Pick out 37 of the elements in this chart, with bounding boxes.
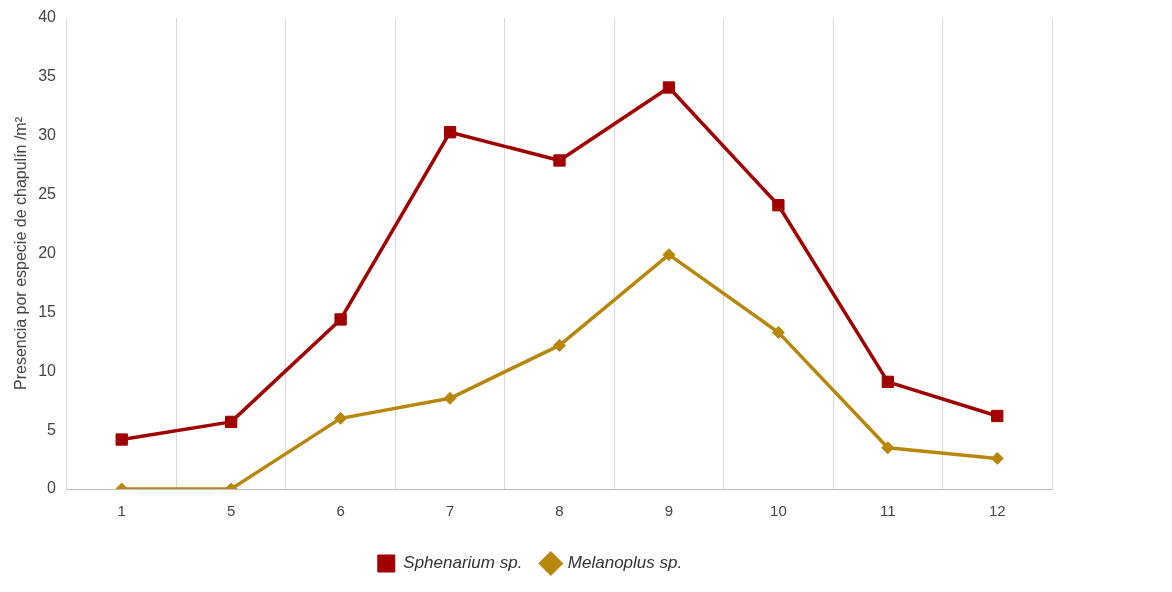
y-tick-label: 25 xyxy=(38,185,57,203)
y-axis-title: Presencia por especie de chapulín /m² xyxy=(12,116,30,391)
y-tick-label: 10 xyxy=(38,361,57,379)
y-tick-label: 20 xyxy=(38,243,57,261)
x-tick-label: 1 xyxy=(117,502,126,520)
point xyxy=(334,411,348,425)
x-tick-label: 12 xyxy=(988,502,1006,520)
x-tick-label: 8 xyxy=(555,502,564,520)
point xyxy=(881,441,895,455)
point xyxy=(990,451,1004,465)
legend-label: Melanoplus sp. xyxy=(567,553,683,573)
y-tick-label: 35 xyxy=(38,67,57,85)
point xyxy=(443,391,457,405)
point xyxy=(881,375,894,388)
point xyxy=(553,154,566,167)
point xyxy=(772,199,785,212)
y-tick-label: 30 xyxy=(38,126,57,144)
y-tick-label: 40 xyxy=(38,8,57,26)
x-tick-label: 6 xyxy=(336,502,345,520)
x-tick-label: 10 xyxy=(770,502,787,520)
y-tick-label: 15 xyxy=(38,302,57,320)
point xyxy=(991,409,1004,423)
point xyxy=(662,81,676,94)
y-tick-label: 0 xyxy=(47,479,57,497)
point xyxy=(553,338,566,352)
point xyxy=(443,126,457,139)
x-tick-label: 7 xyxy=(445,502,455,520)
point xyxy=(334,313,347,326)
x-tick-label: 9 xyxy=(664,502,674,520)
point xyxy=(115,433,128,446)
x-tick-label: 11 xyxy=(880,502,896,520)
legend-label: Sphenarium sp. xyxy=(403,553,523,573)
y-tick-label: 5 xyxy=(47,420,57,438)
x-tick-label: 5 xyxy=(226,502,236,520)
point xyxy=(225,415,238,429)
point xyxy=(771,325,785,339)
point xyxy=(662,248,676,262)
